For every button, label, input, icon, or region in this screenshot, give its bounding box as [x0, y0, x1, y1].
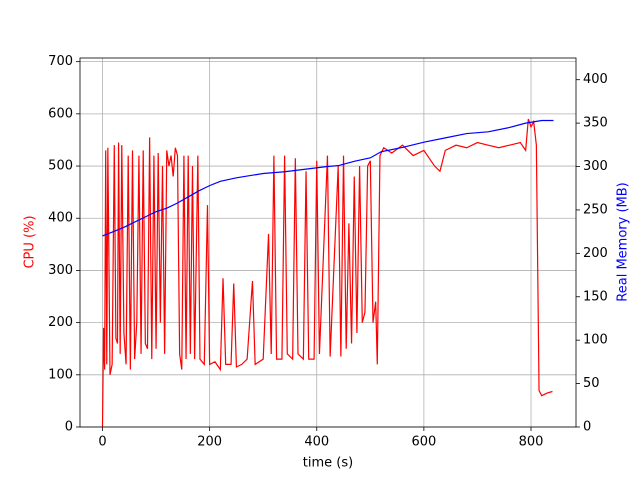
y-tick-label: 400	[48, 211, 73, 226]
y-tick-label: 0	[65, 420, 73, 435]
y2-tick-label: 250	[583, 202, 608, 217]
x-tick-label: 0	[98, 435, 106, 450]
y-tick-label: 300	[48, 263, 73, 278]
y2-tick-label: 350	[583, 116, 608, 131]
y-tick-label: 100	[48, 367, 73, 382]
y2-tick-label: 150	[583, 289, 608, 304]
x-tick-label: 600	[411, 435, 436, 450]
y2-tick-label: 200	[583, 246, 608, 261]
y2-axis-label: Real Memory (MB)	[616, 182, 631, 301]
x-axis-label: time (s)	[303, 456, 353, 471]
y-tick-label: 500	[48, 159, 73, 174]
x-tick-label: 800	[519, 435, 544, 450]
y-tick-label: 700	[48, 54, 73, 69]
data-line	[102, 119, 554, 237]
plot-frame	[79, 57, 577, 428]
y-tick-label: 200	[48, 315, 73, 330]
data-line	[101, 118, 553, 428]
x-tick-label: 200	[197, 435, 222, 450]
y2-tick-label: 400	[583, 72, 608, 87]
y2-tick-label: 50	[583, 376, 600, 391]
y-axis-label: CPU (%)	[23, 215, 38, 268]
y2-tick-label: 0	[583, 420, 591, 435]
x-tick-label: 400	[304, 435, 329, 450]
y-tick-label: 600	[48, 106, 73, 121]
y2-tick-label: 100	[583, 333, 608, 348]
y2-tick-label: 300	[583, 159, 608, 174]
